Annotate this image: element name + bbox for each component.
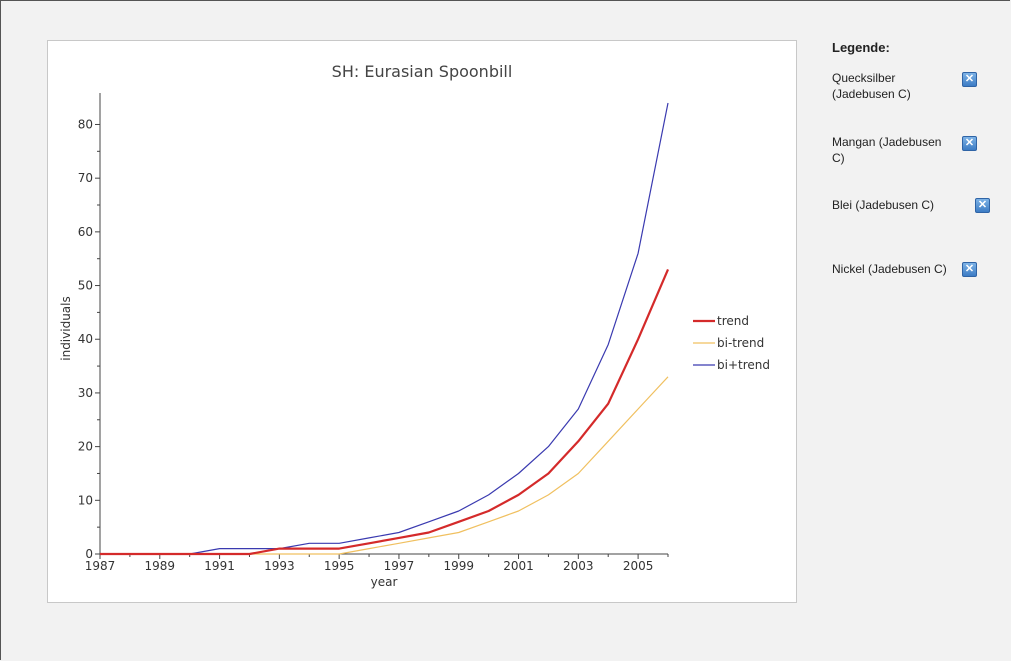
x-tick-label: 1989 bbox=[145, 559, 176, 573]
legend-item-label: Blei (Jadebusen C) bbox=[832, 198, 935, 212]
remove-nickel-button[interactable]: ✕ bbox=[962, 262, 977, 277]
legend-item-label: Nickel (Jadebusen C) bbox=[832, 262, 947, 276]
chart-title: SH: Eurasian Spoonbill bbox=[332, 62, 513, 81]
legend-panel: Legende: Quecksilber (Jadebusen C) ✕ Man… bbox=[832, 36, 1007, 277]
x-tick-label: 1991 bbox=[204, 559, 235, 573]
close-icon: ✕ bbox=[964, 137, 975, 149]
y-tick-label: 60 bbox=[78, 225, 93, 239]
y-tick-label: 0 bbox=[85, 547, 93, 561]
close-icon: ✕ bbox=[964, 263, 975, 275]
remove-mangan-button[interactable]: ✕ bbox=[962, 136, 977, 151]
x-axis-label: year bbox=[371, 575, 398, 589]
x-tick-label: 1997 bbox=[384, 559, 415, 573]
y-tick-label: 20 bbox=[78, 440, 93, 454]
legend-label-bi+trend: bi+trend bbox=[717, 358, 770, 372]
y-tick-label: 30 bbox=[78, 386, 93, 400]
legend-title: Legende: bbox=[832, 40, 890, 55]
y-axis-label: individuals bbox=[59, 296, 73, 361]
series-line-bi+trend bbox=[100, 102, 669, 555]
legend-item-label: Quecksilber (Jadebusen C) bbox=[832, 71, 911, 101]
y-tick-label: 50 bbox=[78, 279, 93, 293]
x-tick-label: 1995 bbox=[324, 559, 355, 573]
x-tick-label: 2001 bbox=[503, 559, 534, 573]
remove-blei-button[interactable]: ✕ bbox=[975, 198, 990, 213]
x-tick-label: 1987 bbox=[85, 559, 116, 573]
close-icon: ✕ bbox=[964, 73, 975, 85]
series-line-trend bbox=[100, 268, 670, 556]
y-tick-label: 70 bbox=[78, 171, 93, 185]
x-tick-label: 2005 bbox=[623, 559, 654, 573]
close-icon: ✕ bbox=[977, 199, 988, 211]
series-line-bi-trend bbox=[100, 376, 669, 555]
chart-panel: SH: Eurasian Spoonbill 0 10 20 30 40 50 60 70 80 1… bbox=[47, 40, 797, 603]
legend-label-trend: trend bbox=[717, 314, 749, 328]
y-tick-label: 10 bbox=[78, 493, 93, 507]
x-tick-label: 1999 bbox=[443, 559, 474, 573]
y-tick-label: 40 bbox=[78, 332, 93, 346]
x-tick-label: 1993 bbox=[264, 559, 295, 573]
line-chart: SH: Eurasian Spoonbill 0 10 20 30 40 50 60 70 80 1… bbox=[59, 62, 770, 589]
legend-item-label: Mangan (Jadebusen C) bbox=[832, 135, 942, 165]
y-tick-label: 80 bbox=[78, 117, 93, 131]
x-tick-label: 2003 bbox=[563, 559, 594, 573]
legend-label-bi-trend: bi-trend bbox=[717, 336, 764, 350]
remove-quecksilber-button[interactable]: ✕ bbox=[962, 72, 977, 87]
